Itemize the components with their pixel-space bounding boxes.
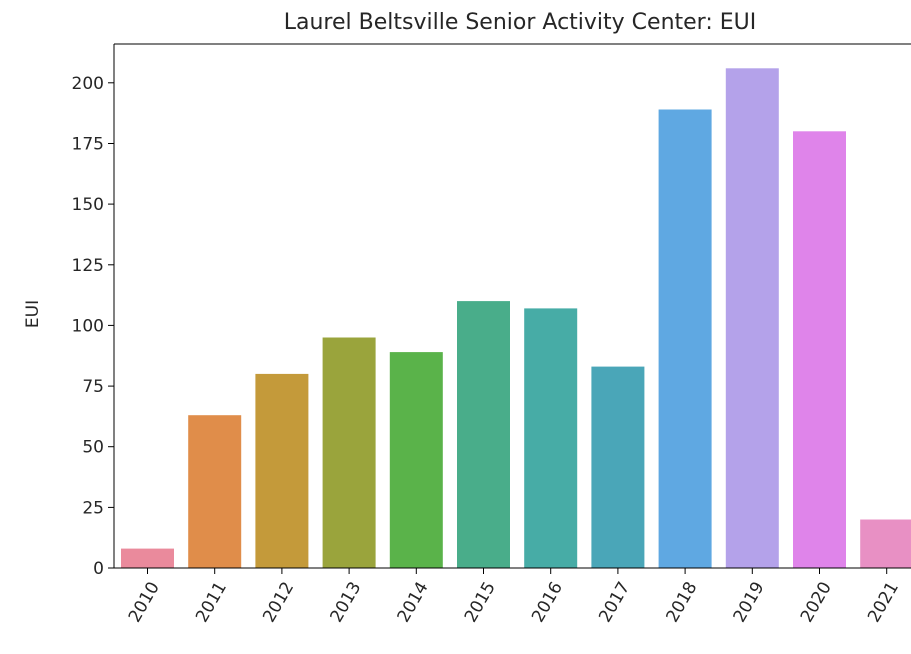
x-tick-label: 2017	[595, 579, 634, 626]
x-tick-label: 2011	[192, 579, 231, 626]
x-tick-label: 2020	[797, 579, 836, 626]
y-tick-label: 25	[82, 498, 104, 518]
y-tick-label: 100	[72, 316, 104, 336]
x-tick-label: 2014	[394, 579, 433, 626]
y-tick-label: 50	[82, 438, 104, 458]
bar-2016	[524, 308, 578, 568]
x-tick-label: 2010	[125, 579, 164, 626]
x-axis-ticks: 2010 2011 2012 2013 2014 2015 2016 2017 2018 2019…	[125, 568, 903, 626]
y-axis-label: EUI	[23, 300, 43, 328]
bar-2021	[860, 519, 911, 568]
y-tick-label: 125	[72, 256, 104, 276]
y-tick-label: 150	[72, 195, 104, 215]
bars-layer	[121, 68, 911, 569]
y-tick-label: 0	[93, 559, 104, 579]
bar-2020	[793, 131, 846, 569]
y-tick-label: 75	[82, 377, 104, 397]
bar-2015	[457, 301, 510, 568]
x-tick-label: 2021	[864, 579, 903, 626]
axis-spines	[113, 43, 911, 569]
x-tick-label: 2013	[326, 579, 365, 626]
y-tick-label: 200	[72, 74, 104, 94]
x-tick-label: 2016	[528, 579, 567, 626]
bar-2018	[658, 109, 712, 568]
bar-2019	[725, 68, 779, 569]
x-tick-label: 2018	[662, 579, 701, 626]
bar-2013	[322, 337, 376, 568]
chart-title: Laurel Beltsville Senior Activity Center…	[284, 10, 756, 35]
bar-2014	[389, 352, 443, 568]
bar-2017	[591, 366, 645, 568]
y-tick-label: 175	[72, 135, 104, 155]
x-tick-label: 2015	[461, 579, 500, 626]
bar-2012	[255, 373, 309, 568]
x-tick-label: 2012	[259, 579, 298, 626]
bar-2010	[121, 548, 174, 568]
x-tick-label: 2019	[730, 579, 769, 626]
y-axis-ticks: 0 25 50 75 100 125 150 175 200	[72, 74, 114, 579]
bar-2011	[188, 415, 242, 568]
